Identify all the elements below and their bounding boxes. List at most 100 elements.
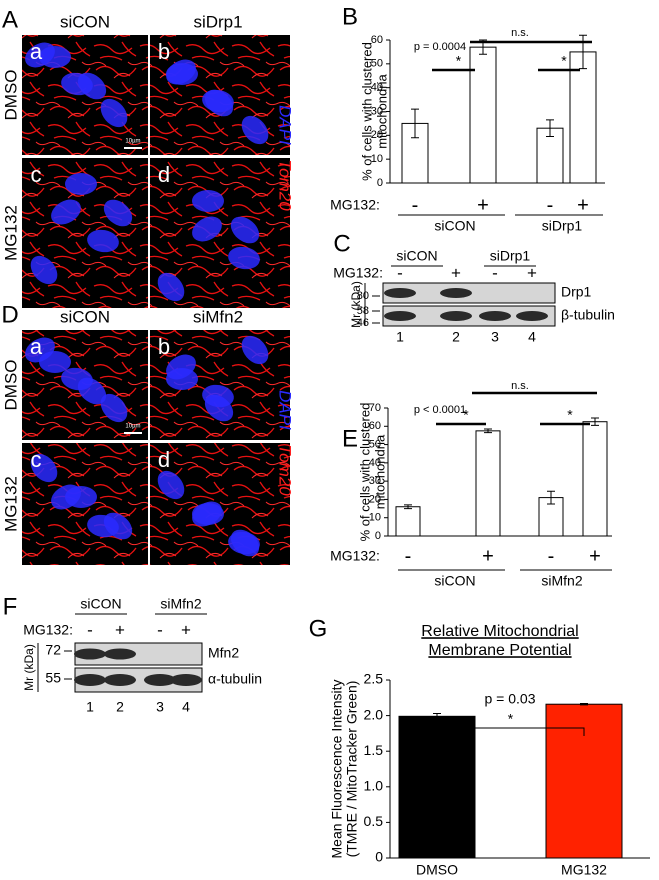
y-tick-label: 50	[371, 58, 383, 70]
y-tick-label: 40	[371, 82, 383, 94]
bar	[582, 421, 608, 537]
nucleus	[228, 246, 260, 270]
y-tick-label: 50	[369, 438, 381, 450]
mw-axis-label: Mr (kDa)	[349, 281, 363, 328]
ns-label: n.s.	[511, 27, 529, 39]
sign: +	[527, 263, 537, 282]
nucleus	[192, 190, 224, 212]
y-axis-label: mitochondria	[372, 434, 387, 509]
y-tick-label: 10	[369, 512, 381, 524]
scale-bar-label: 10µm	[125, 424, 140, 430]
treatment-label: MG132:	[330, 548, 380, 564]
error-bar	[547, 490, 555, 505]
sign: -	[157, 620, 163, 639]
nucleus	[77, 72, 107, 100]
p-value: p = 0.03	[485, 691, 536, 707]
y-tick-label: 2.0	[364, 706, 384, 722]
mw-marker: 58	[357, 305, 369, 317]
row-label: MG132	[1, 476, 20, 532]
column-label: siDrp1	[193, 12, 242, 31]
stain-label: Tom20	[276, 159, 295, 211]
nucleus	[204, 89, 234, 117]
mw-marker: 46	[357, 317, 369, 329]
band	[144, 674, 176, 686]
significance-star: *	[567, 407, 573, 423]
nucleus	[100, 393, 128, 423]
y-axis-label: (TMRE / MitoTracker Green)	[344, 681, 360, 858]
scale-bar-label: 10µm	[125, 139, 140, 145]
mw-axis-label: Mr (kDa)	[22, 644, 36, 691]
x-tick-label: +	[589, 545, 601, 567]
stain-label: DAPI	[276, 390, 295, 430]
band	[384, 311, 416, 321]
column-label: siMfn2	[193, 307, 243, 326]
lane-number: 4	[182, 699, 190, 715]
x-tick-label: -	[412, 194, 419, 216]
nucleus	[65, 486, 97, 508]
subpanel-label: b	[158, 39, 170, 64]
western-blots	[74, 282, 556, 693]
y-tick-label: 70	[369, 402, 381, 414]
nucleus	[30, 255, 58, 285]
lane-number: 2	[452, 329, 460, 345]
row-label: DMSO	[1, 360, 20, 411]
significance-star: *	[456, 53, 462, 69]
group-label: siCON	[396, 248, 437, 264]
treatment-label: MG132:	[23, 622, 73, 638]
p-value: p < 0.0001	[414, 404, 466, 416]
mw-marker: 55	[45, 670, 61, 686]
x-tick-label: +	[482, 545, 494, 567]
nucleus	[39, 46, 71, 68]
error-bar	[433, 712, 441, 720]
band	[104, 674, 136, 686]
y-tick-label: 0	[375, 849, 383, 865]
error-bar	[484, 428, 492, 434]
y-tick-label: 10	[371, 153, 383, 165]
nucleus	[39, 351, 71, 373]
error-bar	[546, 119, 554, 138]
y-axis-label: Mean Fluorescence Intensity	[329, 680, 345, 859]
y-tick-label: 30	[371, 105, 383, 117]
subpanel-label: d	[158, 447, 170, 472]
nucleus	[241, 335, 269, 365]
x-tick-label: -	[547, 194, 554, 216]
lane-number: 3	[156, 699, 164, 715]
y-axis-label: % of cells with clustered	[357, 403, 372, 542]
panel-label: A	[2, 6, 18, 33]
group-label: siCON	[434, 573, 475, 589]
y-tick-label: 0.5	[364, 813, 384, 829]
panel-label: F	[3, 593, 18, 620]
sign: -	[87, 620, 93, 639]
band-label: Mfn2	[208, 645, 239, 661]
nucleus	[192, 503, 224, 525]
band	[384, 288, 416, 298]
x-tick-label: +	[477, 194, 489, 216]
nucleus	[103, 199, 133, 227]
treatment-label: MG132:	[333, 265, 383, 281]
group-label: siDrp1	[490, 248, 531, 264]
x-tick-label: -	[548, 545, 555, 567]
band	[74, 648, 106, 660]
y-tick-label: 30	[369, 475, 381, 487]
panel-label: E	[342, 425, 358, 452]
panel-label: B	[342, 3, 358, 30]
treatment-label: MG132:	[330, 197, 380, 213]
subpanel-label: d	[158, 162, 170, 187]
mw-marker: 72	[45, 642, 61, 658]
nucleus	[30, 453, 58, 483]
significance-bracket	[436, 727, 585, 740]
bar	[395, 506, 421, 537]
subpanel-label: b	[158, 334, 170, 359]
y-tick-label: 0	[377, 177, 383, 189]
nucleus	[100, 98, 128, 128]
sign: -	[492, 263, 498, 282]
nucleus	[166, 368, 198, 390]
y-tick-label: 60	[371, 34, 383, 46]
lane-number: 1	[396, 329, 404, 345]
nucleus	[204, 394, 234, 422]
error-bar	[404, 504, 412, 510]
y-axis-label: % of cells with clustered	[359, 42, 374, 181]
nucleus	[87, 229, 119, 253]
nucleus	[157, 272, 185, 302]
nucleus	[192, 216, 222, 242]
